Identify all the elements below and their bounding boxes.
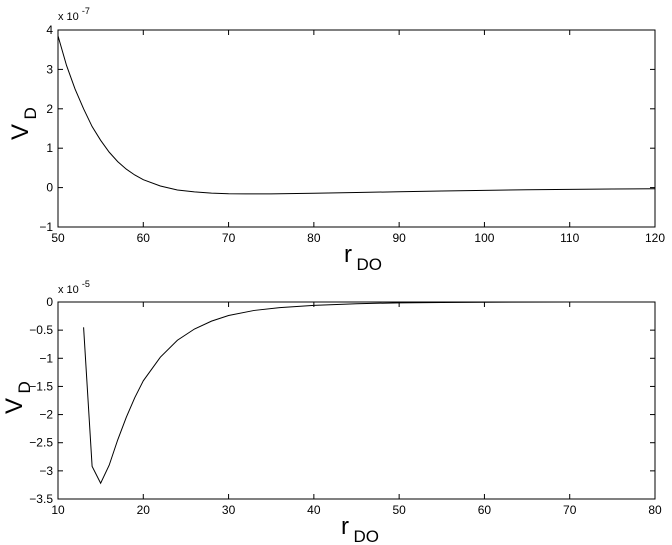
top-x-tick-label: 70 <box>222 231 236 245</box>
top-x-ticks: 50 60 70 80 90 100 110 120 <box>51 30 665 245</box>
bottom-exponent-label: x 10 -5 <box>58 279 90 296</box>
top-x-axis-label: r DO <box>344 241 382 274</box>
bottom-y-axis-label-sub: D <box>15 381 34 393</box>
bottom-x-axis-label-main: r <box>341 513 349 540</box>
bottom-y-tick-label: −2.5 <box>29 436 53 450</box>
bottom-x-tick-label: 70 <box>563 503 577 517</box>
bottom-y-tick-label: −1.5 <box>29 379 53 393</box>
bottom-y-tick-label: −1 <box>39 351 53 365</box>
top-y-axis-label-main: V <box>7 124 34 140</box>
bottom-x-axis-label-sub: DO <box>353 527 379 545</box>
bottom-x-tick-label: 60 <box>478 503 492 517</box>
bottom-series-line <box>83 301 656 485</box>
top-y-tick-label: 4 <box>46 23 53 37</box>
bottom-y-tick-label: −3 <box>39 464 53 478</box>
top-y-ticks: −1 0 1 2 3 4 <box>39 23 655 234</box>
bottom-y-axis-label-main: V <box>1 398 28 414</box>
top-x-tick-label: 110 <box>560 231 579 245</box>
bottom-y-tick-label: −0.5 <box>29 323 53 337</box>
bottom-y-tick-label: 0 <box>46 295 53 309</box>
top-y-axis-label: V D <box>7 107 40 140</box>
bottom-x-tick-label: 80 <box>648 503 662 517</box>
bottom-y-axis-label: V D <box>1 381 34 414</box>
top-series-line <box>57 35 656 195</box>
bottom-y-tick-label: −3.5 <box>29 492 53 506</box>
top-exponent-base: x 10 <box>58 11 79 23</box>
bottom-x-ticks: 10 20 30 40 50 60 70 80 <box>51 302 662 517</box>
bottom-plot: 10 20 30 40 50 60 70 80 −3.5 −3 −2.5 −2 −1.5 −1 −0.5 0… <box>1 279 662 545</box>
top-x-tick-label: 100 <box>474 231 494 245</box>
top-y-tick-label: 3 <box>46 62 53 76</box>
top-y-axis-label-sub: D <box>21 107 40 119</box>
bottom-x-tick-label: 40 <box>307 503 321 517</box>
top-y-tick-label: 0 <box>46 181 53 195</box>
top-x-tick-label: 80 <box>307 231 321 245</box>
bottom-x-tick-label: 50 <box>392 503 406 517</box>
top-x-axis-label-sub: DO <box>356 255 382 274</box>
top-exponent-label: x 10 -7 <box>58 6 90 23</box>
top-x-tick-label: 120 <box>645 231 665 245</box>
top-x-tick-label: 90 <box>392 231 406 245</box>
top-y-tick-label: 2 <box>46 102 53 116</box>
top-x-axis-label-main: r <box>344 241 352 268</box>
bottom-y-ticks: −3.5 −3 −2.5 −2 −1.5 −1 −0.5 0 <box>29 295 655 506</box>
bottom-y-tick-label: −2 <box>39 408 53 422</box>
top-y-tick-label: 1 <box>46 141 53 155</box>
bottom-x-tick-label: 20 <box>137 503 151 517</box>
top-y-tick-label: −1 <box>39 220 53 234</box>
bottom-x-tick-label: 10 <box>51 503 65 517</box>
bottom-x-tick-label: 30 <box>222 503 236 517</box>
top-x-tick-label: 60 <box>137 231 151 245</box>
top-x-tick-label: 50 <box>51 231 65 245</box>
bottom-exponent-power: -5 <box>82 279 90 289</box>
top-exponent-power: -7 <box>82 6 90 16</box>
bottom-x-axis-label: r DO <box>341 513 379 545</box>
bottom-plot-frame <box>57 301 656 500</box>
top-plot-frame <box>57 29 656 228</box>
bottom-exponent-base: x 10 <box>58 284 79 296</box>
